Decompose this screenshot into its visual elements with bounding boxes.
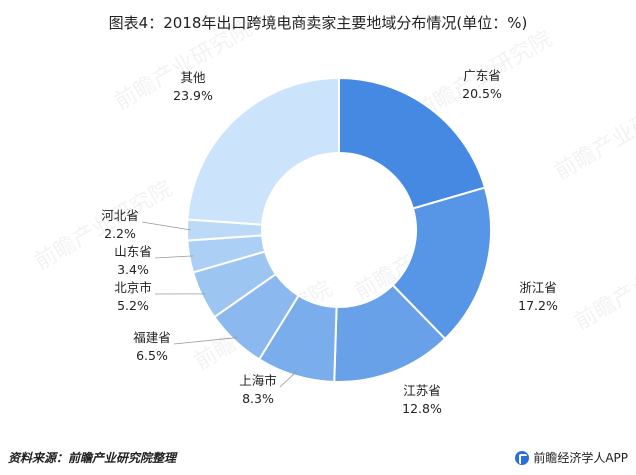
brand-footer: 前瞻经济学人APP <box>515 449 628 466</box>
slice-label: 河北省 <box>101 208 139 223</box>
slice-label: 其他 <box>180 70 206 85</box>
donut-slice <box>186 76 340 226</box>
donut-slices <box>186 76 492 383</box>
slice-value-label: 8.3% <box>242 391 274 406</box>
slice-value-label: 6.5% <box>136 348 168 363</box>
slice-value-label: 2.2% <box>104 226 136 241</box>
watermark-text: 前瞻产业研究院 <box>551 87 636 186</box>
slice-label: 福建省 <box>133 330 171 345</box>
leader-line <box>141 221 192 231</box>
slice-label: 山东省 <box>114 244 152 259</box>
source-note: 资料来源：前瞻产业研究院整理 <box>8 451 177 465</box>
brand-logo-icon <box>515 450 530 465</box>
watermark-text: 前瞻产业研究院 <box>571 237 636 336</box>
leader-lines <box>141 221 297 388</box>
slice-labels: 广东省 20.5% 浙江省 17.2% 江苏省 12.8% 上海市 8.3% 福建省 6.5% 北京… <box>101 68 558 416</box>
chart-title: 图表4：2018年出口跨境电商卖家主要地域分布情况(单位：%) <box>108 14 528 32</box>
slice-value-label: 3.4% <box>117 262 149 277</box>
slice-label: 浙江省 <box>519 280 557 295</box>
brand-name: 前瞻经济学人APP <box>533 451 628 465</box>
leader-line <box>154 255 194 259</box>
slice-label: 广东省 <box>463 68 501 83</box>
slice-label: 上海市 <box>239 373 277 388</box>
slice-value-label: 17.2% <box>518 298 558 313</box>
slice-label: 江苏省 <box>403 383 441 398</box>
slice-value-label: 20.5% <box>462 86 502 101</box>
leader-line <box>173 337 238 345</box>
slice-value-label: 23.9% <box>173 88 213 103</box>
slice-value-label: 12.8% <box>402 401 442 416</box>
slice-value-label: 5.2% <box>117 298 149 313</box>
slice-label: 北京市 <box>114 280 152 295</box>
leader-line <box>279 371 297 388</box>
donut-slice <box>338 76 487 210</box>
